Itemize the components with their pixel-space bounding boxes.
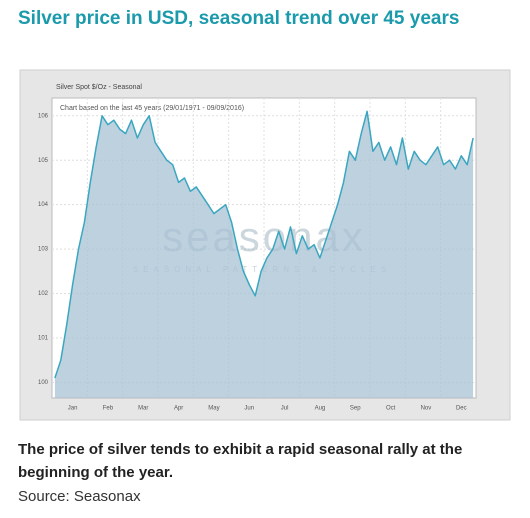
x-tick-label: Feb — [103, 406, 114, 412]
chart-subtitle: Chart based on the last 45 years (29/01/… — [60, 105, 244, 112]
y-tick-label: 104 — [38, 202, 49, 208]
caption: The price of silver tends to exhibit a r… — [18, 441, 463, 481]
x-tick-label: Nov — [421, 406, 432, 412]
y-tick-label: 100 — [38, 380, 49, 386]
y-tick-label: 101 — [38, 336, 49, 342]
x-tick-label: Mar — [138, 406, 148, 412]
x-tick-label: Sep — [350, 406, 361, 412]
chart-title: Silver Spot $/Oz - Seasonal — [56, 84, 142, 91]
source: Source: Seasonax — [18, 488, 141, 505]
page-title: Silver price in USD, seasonal trend over… — [18, 8, 460, 29]
line — [54, 110, 474, 379]
y-tick-label: 105 — [38, 158, 49, 164]
y-tick-label: 106 — [38, 113, 49, 119]
watermark-subtitle: SEASONAL PATTERNS & CYCLES — [133, 265, 391, 274]
chart: Silver Spot $/Oz - Seasonal Chart based … — [19, 69, 511, 421]
y-tick-label: 102 — [38, 291, 49, 297]
x-tick-label: Oct — [386, 406, 396, 412]
y-tick-label: 103 — [38, 247, 49, 253]
x-tick-label: Jun — [244, 406, 254, 412]
x-tick-label: Aug — [315, 406, 326, 412]
x-tick-label: Dec — [456, 406, 467, 412]
x-tick-label: Jul — [281, 406, 289, 412]
x-tick-label: Jan — [68, 406, 78, 412]
x-tick-label: Apr — [174, 406, 183, 412]
area — [54, 111, 474, 399]
x-tick-label: May — [208, 406, 219, 412]
